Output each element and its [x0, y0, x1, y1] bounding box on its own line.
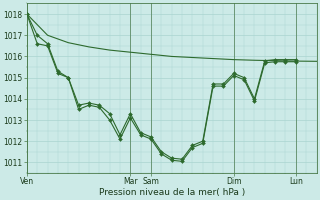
X-axis label: Pression niveau de la mer( hPa ): Pression niveau de la mer( hPa ) — [99, 188, 245, 197]
